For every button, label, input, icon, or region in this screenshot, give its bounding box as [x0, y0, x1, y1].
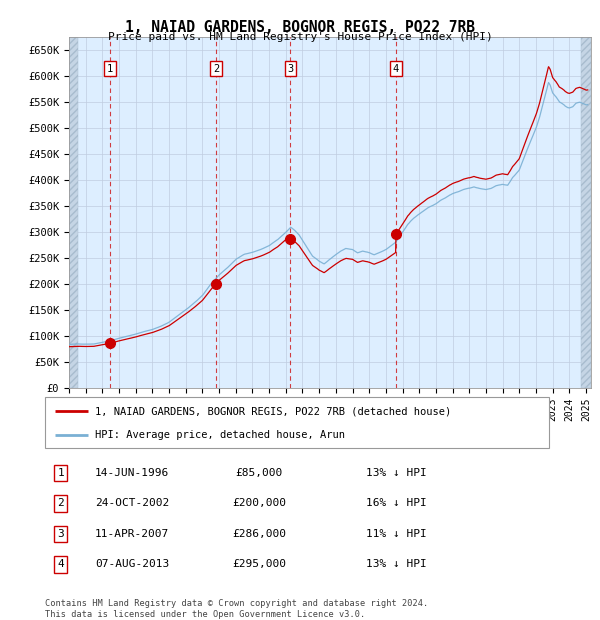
Text: 16% ↓ HPI: 16% ↓ HPI [366, 498, 427, 508]
Text: 07-AUG-2013: 07-AUG-2013 [95, 559, 169, 569]
Text: 3: 3 [287, 64, 293, 74]
Text: 4: 4 [58, 559, 64, 569]
Text: 24-OCT-2002: 24-OCT-2002 [95, 498, 169, 508]
Text: £85,000: £85,000 [235, 468, 283, 478]
Bar [69, 37, 78, 387]
Text: 1, NAIAD GARDENS, BOGNOR REGIS, PO22 7RB: 1, NAIAD GARDENS, BOGNOR REGIS, PO22 7RB [125, 20, 475, 35]
Bar [581, 37, 591, 387]
Text: HPI: Average price, detached house, Arun: HPI: Average price, detached house, Arun [95, 430, 346, 440]
Text: £200,000: £200,000 [232, 498, 286, 508]
Text: 4: 4 [393, 64, 399, 74]
Text: 2: 2 [58, 498, 64, 508]
Text: £295,000: £295,000 [232, 559, 286, 569]
Text: Contains HM Land Registry data © Crown copyright and database right 2024.
This d: Contains HM Land Registry data © Crown c… [45, 600, 428, 619]
Text: 13% ↓ HPI: 13% ↓ HPI [366, 468, 427, 478]
Text: Price paid vs. HM Land Registry's House Price Index (HPI): Price paid vs. HM Land Registry's House … [107, 32, 493, 42]
Text: 13% ↓ HPI: 13% ↓ HPI [366, 559, 427, 569]
Text: 11% ↓ HPI: 11% ↓ HPI [366, 529, 427, 539]
Text: 11-APR-2007: 11-APR-2007 [95, 529, 169, 539]
Text: £286,000: £286,000 [232, 529, 286, 539]
Text: 14-JUN-1996: 14-JUN-1996 [95, 468, 169, 478]
Text: 1: 1 [107, 64, 113, 74]
Text: 2: 2 [213, 64, 219, 74]
Text: 1: 1 [58, 468, 64, 478]
Text: 3: 3 [58, 529, 64, 539]
FancyBboxPatch shape [45, 397, 549, 448]
Text: 1, NAIAD GARDENS, BOGNOR REGIS, PO22 7RB (detached house): 1, NAIAD GARDENS, BOGNOR REGIS, PO22 7RB… [95, 406, 452, 416]
